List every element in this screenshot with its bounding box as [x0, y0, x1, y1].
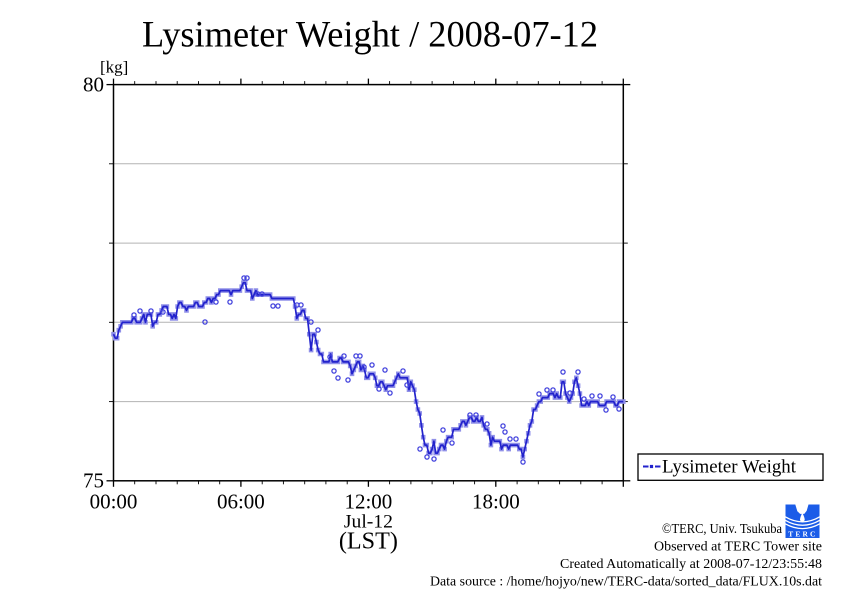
- svg-text:Data source : /home/hojyo/new/: Data source : /home/hojyo/new/TERC-data/…: [430, 575, 822, 590]
- svg-text:(LST): (LST): [339, 529, 398, 555]
- svg-text:Lysimeter Weight: Lysimeter Weight: [662, 457, 797, 478]
- svg-text:[kg]: [kg]: [100, 58, 128, 77]
- svg-text:12:00: 12:00: [344, 490, 392, 514]
- svg-text:75: 75: [83, 469, 104, 493]
- svg-text:©TERC, Univ. Tsukuba: ©TERC, Univ. Tsukuba: [662, 522, 783, 537]
- svg-text:06:00: 06:00: [217, 490, 265, 514]
- svg-text:Observed at TERC Tower site: Observed at TERC Tower site: [654, 540, 822, 555]
- svg-text:TERC: TERC: [788, 530, 817, 539]
- svg-text:Jul-12: Jul-12: [344, 512, 393, 533]
- svg-text:00:00: 00:00: [90, 490, 138, 514]
- svg-text:80: 80: [83, 73, 104, 97]
- svg-text:Lysimeter Weight / 2008-07-12: Lysimeter Weight / 2008-07-12: [142, 14, 598, 55]
- svg-text:Created Automatically at 2008-: Created Automatically at 2008-07-12/23:5…: [560, 557, 822, 572]
- svg-text:18:00: 18:00: [472, 490, 520, 514]
